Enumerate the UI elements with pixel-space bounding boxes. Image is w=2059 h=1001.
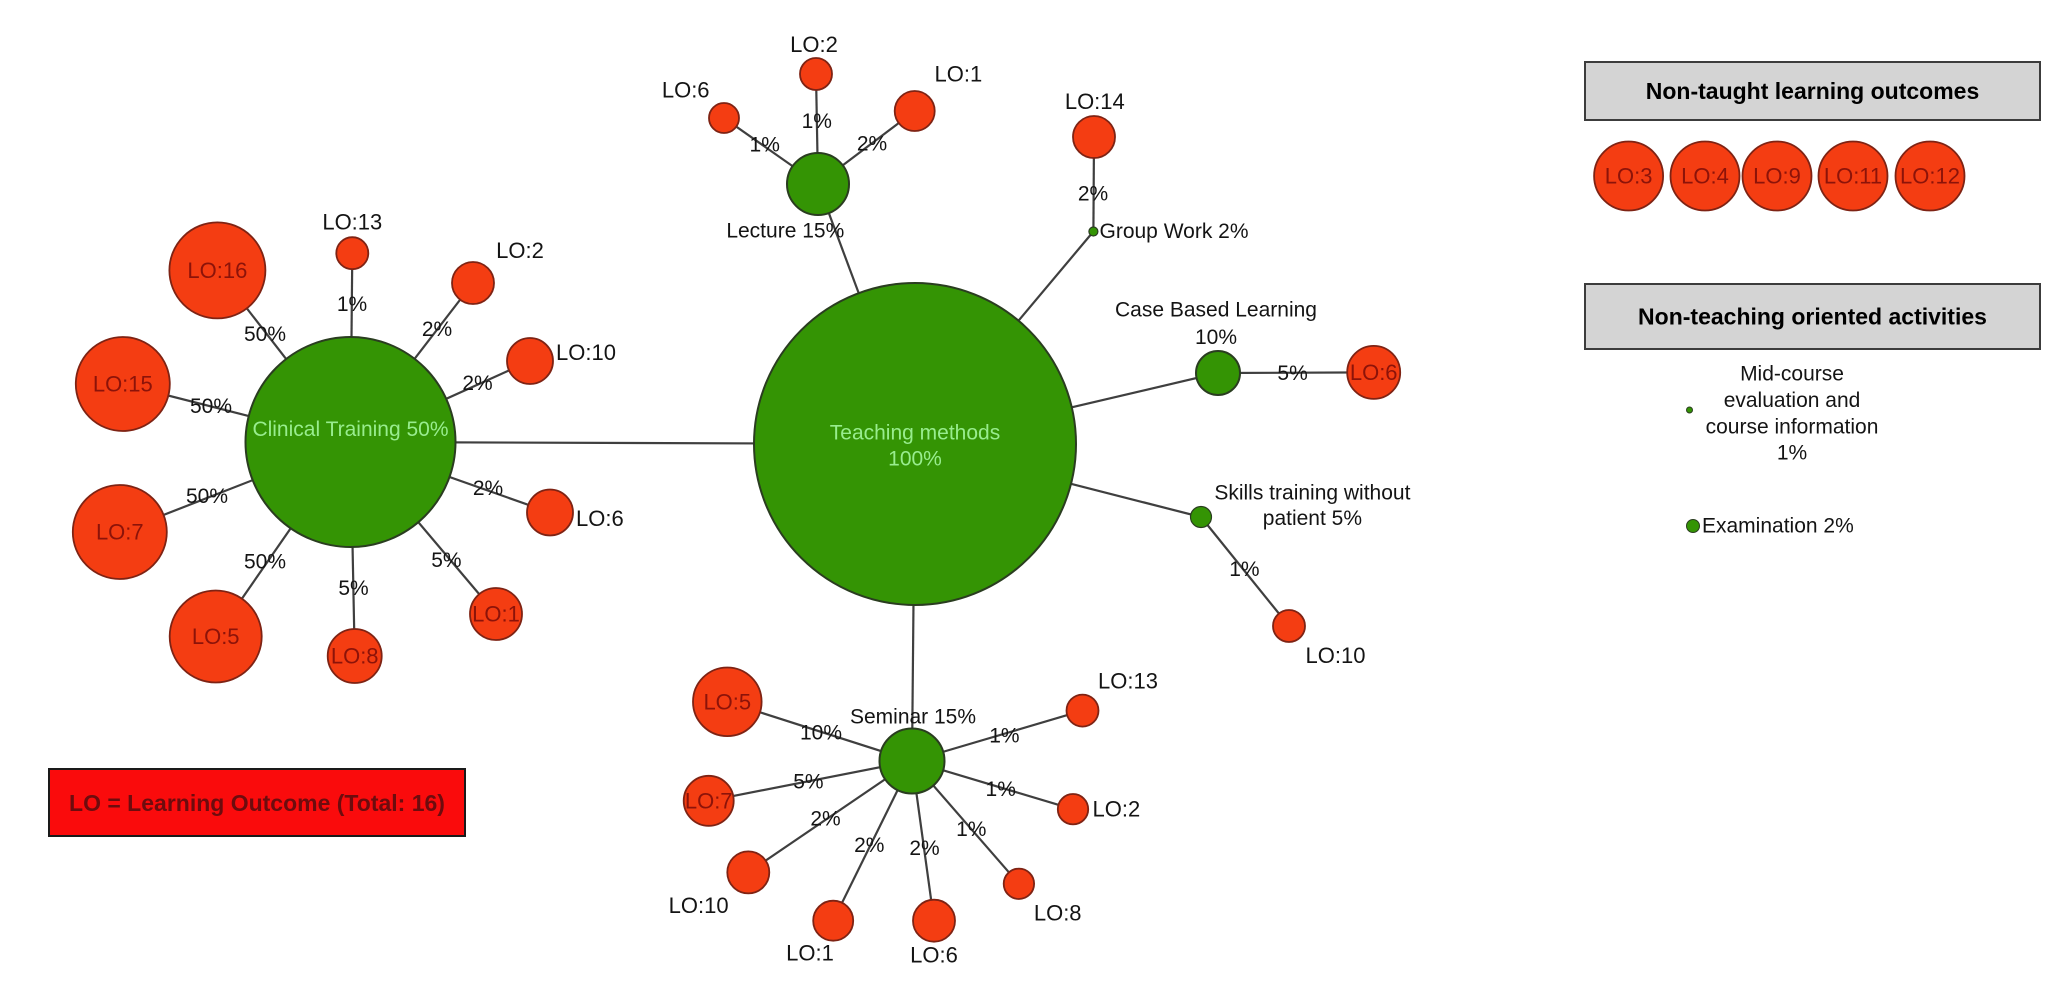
svg-text:LO:10: LO:10 (1306, 643, 1366, 668)
svg-text:1%: 1% (956, 818, 986, 841)
svg-text:LO:13: LO:13 (322, 210, 382, 235)
svg-text:5%: 5% (431, 549, 461, 572)
svg-text:Teaching methods: Teaching methods (830, 422, 1000, 445)
svg-text:evaluation and: evaluation and (1724, 389, 1861, 412)
svg-text:LO:13: LO:13 (1098, 669, 1158, 694)
svg-text:1%: 1% (337, 293, 367, 316)
svg-text:LO:14: LO:14 (1065, 89, 1125, 114)
svg-text:LO:2: LO:2 (496, 238, 544, 263)
svg-text:LO:2: LO:2 (790, 32, 838, 57)
svg-text:LO:11: LO:11 (1824, 164, 1882, 189)
svg-text:50%: 50% (186, 485, 228, 508)
svg-text:LO:10: LO:10 (669, 893, 729, 918)
svg-text:2%: 2% (810, 808, 840, 831)
svg-text:50%: 50% (190, 395, 232, 418)
svg-text:LO:6: LO:6 (662, 78, 710, 103)
svg-text:2%: 2% (857, 133, 887, 156)
svg-text:Non-teaching oriented activiti: Non-teaching oriented activities (1638, 304, 1987, 330)
svg-text:LO:7: LO:7 (96, 520, 144, 545)
svg-text:2%: 2% (473, 477, 503, 500)
svg-text:LO:4: LO:4 (1681, 164, 1729, 189)
svg-text:2%: 2% (1078, 183, 1108, 206)
svg-text:100%: 100% (888, 448, 942, 471)
svg-text:Non-taught learning outcomes: Non-taught learning outcomes (1646, 78, 1980, 104)
svg-text:LO:1: LO:1 (472, 602, 520, 627)
svg-text:1%: 1% (986, 778, 1016, 801)
svg-text:1%: 1% (1229, 558, 1259, 581)
svg-text:Lecture 15%: Lecture 15% (726, 220, 844, 243)
svg-text:LO:2: LO:2 (1093, 797, 1141, 822)
svg-text:50%: 50% (244, 323, 286, 346)
svg-text:LO:9: LO:9 (1753, 164, 1801, 189)
svg-text:LO:10: LO:10 (556, 340, 616, 365)
svg-text:patient 5%: patient 5% (1263, 507, 1362, 530)
svg-text:LO:8: LO:8 (1034, 901, 1082, 926)
svg-text:5%: 5% (793, 770, 823, 793)
svg-text:5%: 5% (1277, 362, 1307, 385)
svg-text:LO:15: LO:15 (93, 372, 153, 397)
svg-text:10%: 10% (1195, 326, 1237, 349)
svg-text:Clinical Training 50%: Clinical Training 50% (252, 418, 448, 441)
svg-text:5%: 5% (338, 577, 368, 600)
svg-text:LO:16: LO:16 (187, 258, 247, 283)
svg-text:LO:5: LO:5 (192, 624, 240, 649)
svg-text:50%: 50% (244, 551, 286, 574)
svg-text:2%: 2% (854, 834, 884, 857)
svg-text:LO:5: LO:5 (703, 689, 751, 714)
svg-text:2%: 2% (462, 372, 492, 395)
svg-text:LO:1: LO:1 (786, 941, 834, 966)
svg-text:LO:3: LO:3 (1605, 164, 1653, 189)
svg-text:LO:6: LO:6 (910, 943, 958, 968)
svg-text:Mid-course: Mid-course (1740, 363, 1844, 386)
svg-text:2%: 2% (422, 318, 452, 341)
svg-text:1%: 1% (802, 110, 832, 133)
svg-text:Case Based Learning: Case Based Learning (1115, 299, 1317, 322)
svg-text:1%: 1% (750, 133, 780, 156)
svg-text:LO:6: LO:6 (1350, 360, 1398, 385)
svg-text:course information: course information (1706, 416, 1879, 439)
svg-text:LO:6: LO:6 (576, 506, 624, 531)
svg-text:LO = Learning Outcome (Total:: LO = Learning Outcome (Total: 16) (69, 790, 445, 816)
svg-text:LO:7: LO:7 (685, 788, 733, 813)
svg-text:LO:1: LO:1 (935, 62, 983, 87)
svg-text:10%: 10% (800, 722, 842, 745)
svg-text:LO:12: LO:12 (1900, 164, 1960, 189)
svg-text:Examination 2%: Examination 2% (1702, 515, 1854, 538)
svg-text:Skills training without: Skills training without (1214, 482, 1410, 505)
svg-text:Group Work 2%: Group Work 2% (1100, 220, 1249, 243)
svg-text:2%: 2% (909, 837, 939, 860)
svg-text:1%: 1% (1777, 442, 1807, 465)
svg-text:Seminar 15%: Seminar 15% (850, 706, 976, 729)
svg-text:LO:8: LO:8 (331, 644, 379, 669)
svg-text:1%: 1% (989, 725, 1019, 748)
